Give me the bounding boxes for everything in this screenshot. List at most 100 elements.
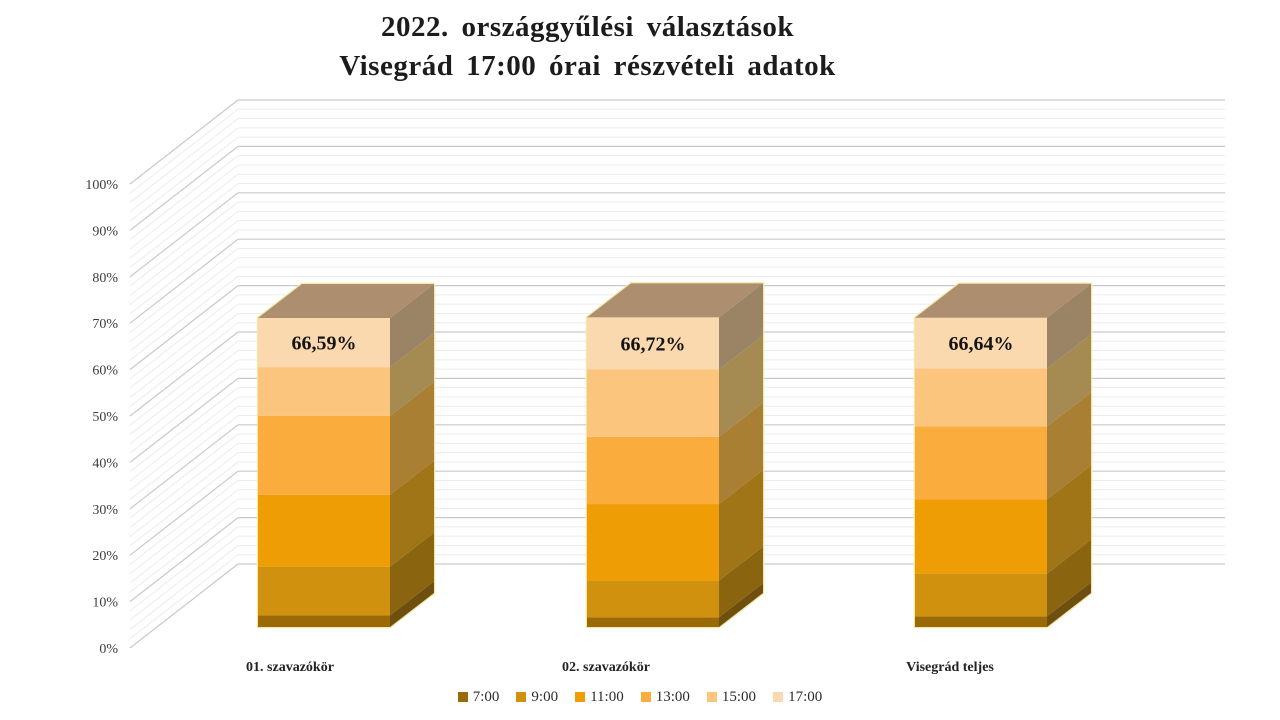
gridline-diagonal (129, 545, 239, 630)
gridline-diagonal (129, 118, 239, 203)
gridline-diagonal (129, 275, 239, 361)
y-axis-label: 100% (85, 178, 118, 193)
bar-segment-side (1047, 283, 1091, 369)
gridline-diagonal (129, 183, 239, 268)
y-axis-label: 20% (92, 549, 118, 564)
bar-top-face (915, 283, 1091, 318)
bar-value-label: 66,72% (621, 333, 686, 355)
y-axis-label: 60% (92, 364, 118, 379)
bar-segment-side (390, 581, 434, 627)
gridline-diagonal (129, 303, 239, 389)
legend-swatch (706, 692, 717, 702)
y-axis-label: 80% (92, 271, 118, 286)
y-axis-label: 30% (92, 503, 118, 518)
bar-2: 66,72% (585, 282, 765, 629)
gridline-diagonal (129, 350, 239, 435)
bar-segment-front (915, 317, 1047, 369)
bar-segment-front (915, 616, 1047, 627)
legend-item: 7:00 (457, 688, 500, 706)
bar-segment-front (587, 504, 719, 581)
gridline-diagonal (129, 322, 239, 408)
legend-label: 15:00 (721, 688, 757, 705)
bar-segment-side (719, 402, 763, 505)
y-axis-label: 70% (92, 317, 118, 332)
legend-label: 13:00 (655, 688, 690, 705)
y-axis-label: 10% (92, 596, 118, 611)
legend-label: 9:00 (531, 688, 559, 705)
gridline-diagonal (129, 470, 239, 556)
legend-swatch (640, 692, 651, 702)
bar-segment-front (258, 566, 390, 616)
legend-item: 17:00 (773, 689, 822, 706)
legend-swatch (516, 692, 527, 702)
gridline-diagonal (129, 526, 239, 612)
bar-segment-side (390, 381, 434, 495)
legend: 7:00 9:00 11:00 13:00 15:00 17:00 (0, 686, 1280, 708)
gridline-diagonal (129, 535, 239, 621)
y-axis-labels: 0% 10% 20% 30% 40% 50% 60% 70% 80% 90% 100% (85, 178, 118, 657)
gridline-diagonal (129, 155, 239, 241)
gridline-diagonal (129, 424, 239, 510)
gridline-diagonal (129, 164, 239, 250)
bar-3: 66,64% (913, 282, 1093, 629)
bar-segment-front (258, 494, 390, 567)
bar-segment-side (1047, 539, 1091, 617)
bar-segment-side (390, 460, 434, 567)
gridline-diagonal (129, 331, 239, 417)
legend-item: 11:00 (575, 689, 624, 706)
bar-1: 66,59% (256, 282, 436, 629)
gridline-diagonal (129, 173, 239, 259)
y-axis-label: 40% (92, 456, 118, 471)
legend-item: 13:00 (640, 688, 690, 706)
gridline-diagonal (129, 461, 239, 547)
chart-title-line1: 2022. országgyűlési választások (381, 11, 794, 43)
bar-segment-front (258, 615, 390, 627)
grid-left-wall (129, 99, 239, 649)
gridline-diagonal (129, 108, 239, 194)
y-axis-label: 90% (92, 224, 118, 239)
legend-swatch (457, 692, 468, 702)
gridline-diagonal (129, 99, 239, 185)
gridline-diagonal (129, 257, 239, 343)
gridline-diagonal (129, 285, 239, 371)
category-label: Visegrád teljes (906, 660, 994, 675)
gridline-diagonal (129, 313, 239, 398)
gridline-diagonal (129, 377, 239, 463)
gridline-diagonal (129, 220, 239, 306)
gridline-diagonal (129, 248, 239, 333)
gridline-diagonal (129, 201, 239, 287)
bar-segment-front (915, 573, 1047, 617)
bar-segment-front (258, 318, 390, 368)
chart-title: 2022. országgyűlési választások Visegrád… (0, 8, 1175, 86)
gridline-diagonal (129, 340, 239, 426)
gridline-diagonal (129, 396, 239, 482)
gridline-diagonal (129, 452, 239, 538)
gridline-diagonal (129, 489, 239, 575)
gridline-diagonal (129, 498, 239, 584)
legend-item: 15:00 (706, 688, 757, 706)
gridline-diagonal (129, 192, 239, 278)
bar-segment-side (719, 583, 763, 627)
bar-segment-front (258, 415, 390, 495)
y-axis-label: 50% (92, 410, 118, 425)
bar-segment-front (587, 369, 719, 437)
category-label: 01. szavazókör (246, 660, 334, 675)
gridline-diagonal (129, 145, 239, 231)
bar-value-label: 66,64% (949, 333, 1014, 355)
gridline-diagonal (129, 480, 239, 565)
legend-item: 9:00 (516, 689, 558, 706)
bar-segment-side (390, 532, 434, 616)
bar-segment-side (390, 333, 434, 416)
gridline-diagonal (129, 415, 239, 500)
bar-top-face (258, 284, 434, 319)
bar-segment-side (1047, 334, 1091, 427)
bar-segment-front (587, 617, 719, 627)
legend-label: 7:00 (472, 688, 500, 705)
gridline-diagonal (129, 266, 239, 352)
gridline-diagonal (129, 442, 239, 528)
y-axis-label: 0% (99, 642, 118, 657)
legend-label: 17:00 (788, 688, 823, 705)
gridline-diagonal (129, 210, 239, 296)
gridline-diagonal (129, 136, 239, 222)
